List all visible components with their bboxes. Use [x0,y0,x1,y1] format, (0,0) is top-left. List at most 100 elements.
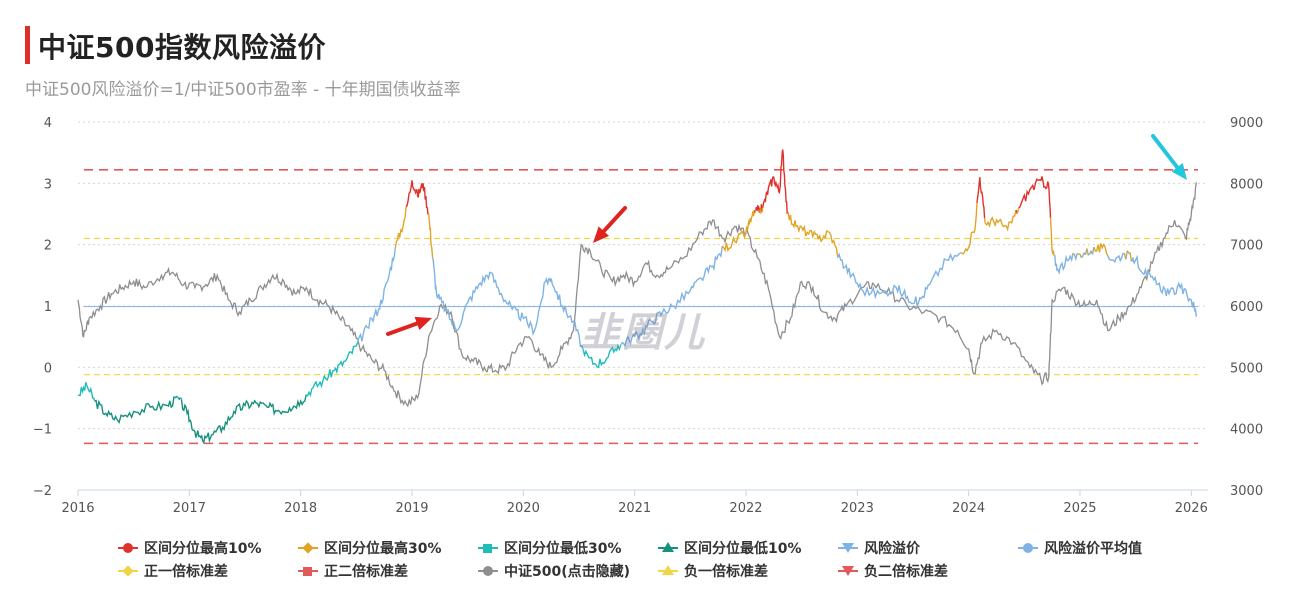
risk-premium-segment [1073,253,1078,262]
annotation-arrow-2020-shaft [601,206,627,234]
x-tick-label: 2021 [618,501,651,516]
legend-label: 负二倍标准差 [864,564,948,580]
legend-marker-tri-icon [662,542,674,552]
x-tick-label: 2024 [952,501,985,516]
legend-tri-down-icon [838,565,858,577]
legend-tri-icon [658,565,678,577]
legend-marker-circle-icon [123,543,133,553]
risk-premium-segment [582,343,622,369]
legend-item[interactable]: 中证500(点击隐藏) [478,561,630,581]
risk-premium-segment [960,202,978,255]
legend-marker-tri-down-icon [842,543,854,553]
risk-premium-segment [1122,252,1127,260]
y-left-tick-label: −2 [33,484,52,499]
risk-premium-segment [1093,243,1109,257]
legend-square-icon [298,565,318,577]
legend-circle-icon [1018,542,1038,554]
x-tick-label: 2023 [841,501,874,516]
legend-label: 风险溢价平均值 [1044,541,1142,557]
y-right-tick-label: 8000 [1230,177,1263,192]
annotation-arrow-2026 [1151,134,1187,180]
legend-label: 区间分位最低10% [684,541,802,557]
y-right-tick-label: 7000 [1230,239,1263,254]
x-tick-label: 2020 [507,501,540,516]
y-left-tick-label: −1 [33,423,52,438]
legend-item[interactable]: 正一倍标准差 [118,561,228,581]
risk-premium-segment [94,396,175,424]
risk-premium-segment [620,246,723,348]
risk-premium-segment [1130,254,1198,318]
legend-label: 负一倍标准差 [684,564,768,580]
y-left-tick-label: 1 [44,300,52,315]
y-right-tick-label: 5000 [1230,361,1263,376]
annotation-arrow-2026-shaft [1151,134,1180,170]
legend-circle-icon [478,565,498,577]
legend-label: 正二倍标准差 [324,564,408,580]
page-subtitle: 中证500风险溢价=1/中证500市盈率 - 十年期国债收益率 [25,80,461,100]
legend-diamond-icon [298,542,318,554]
legend-marker-diamond-icon [302,542,314,554]
risk-premium-segment [1107,252,1124,264]
legend-item[interactable]: 负一倍标准差 [658,561,768,581]
y-right-tick-label: 9000 [1230,116,1263,131]
y-left-tick-label: 4 [44,116,52,131]
risk-premium-segment [1018,176,1052,218]
risk-premium-segment [1125,250,1128,260]
risk-premium-segment [1072,252,1075,255]
legend-marker-diamond-icon [122,565,134,577]
risk-premium-segment [1016,207,1020,214]
y-left-tick-label: 2 [44,239,52,254]
legend-diamond-icon [118,565,138,577]
legend-item[interactable]: 风险溢价平均值 [1018,538,1142,558]
risk-premium-segment [755,204,760,213]
legend-marker-square-icon [483,543,492,553]
risk-premium-segment [1049,217,1055,257]
x-tick-label: 2025 [1063,501,1096,516]
annotation-arrow-2020 [593,206,627,243]
risk-premium-segment [1086,248,1089,256]
risk-premium-segment [786,211,839,258]
risk-premium-segment [180,394,307,445]
legend-item[interactable]: 负二倍标准差 [838,561,948,581]
legend-item[interactable]: 正二倍标准差 [298,561,408,581]
annotation-arrow-2019 [386,316,432,336]
x-tick-label: 2022 [729,501,762,516]
legend-label: 正一倍标准差 [144,564,228,580]
risk-premium-segment [837,252,962,309]
risk-premium-segment [983,209,1017,232]
legend-marker-tri-down-icon [842,566,854,576]
risk-premium-segment [1126,250,1133,262]
legend-tri-icon [658,542,678,554]
annotation-arrow-2020-head [593,226,609,243]
legend-square-icon [478,542,498,554]
y-right-tick-label: 4000 [1230,423,1263,438]
legend-item[interactable]: 风险溢价 [838,538,920,558]
risk-premium-segment [357,247,396,343]
page-title: 中证500指数风险溢价 [38,31,326,64]
x-tick-label: 2018 [284,501,317,516]
title-accent-bar [25,26,30,64]
legend-label: 中证500(点击隐藏) [504,564,631,580]
risk-premium-segment [762,149,788,215]
legend-marker-tri-icon [662,565,674,575]
legend-item[interactable]: 区间分位最低30% [478,538,622,558]
x-tick-label: 2026 [1175,501,1208,516]
legend-label: 风险溢价 [864,541,920,557]
legend-circle-icon [118,542,138,554]
risk-premium-segment [761,207,764,213]
legend-item[interactable]: 区间分位最低10% [658,538,802,558]
y-left-tick-label: 0 [44,361,52,376]
legend-label: 区间分位最低30% [504,541,622,557]
annotation-arrow-2026-head [1171,163,1187,180]
legend-marker-circle-icon [483,566,493,576]
legend-item[interactable]: 区间分位最高10% [118,538,262,558]
risk-premium-segment [305,341,359,398]
risk-premium-segment [1076,252,1080,255]
risk-premium-segment [176,395,179,399]
risk-premium-segment [1080,252,1085,259]
risk-premium-segment [721,210,755,253]
risk-premium-segment [581,344,584,351]
legend-item[interactable]: 区间分位最高30% [298,538,442,558]
y-left-tick-label: 3 [44,177,52,192]
